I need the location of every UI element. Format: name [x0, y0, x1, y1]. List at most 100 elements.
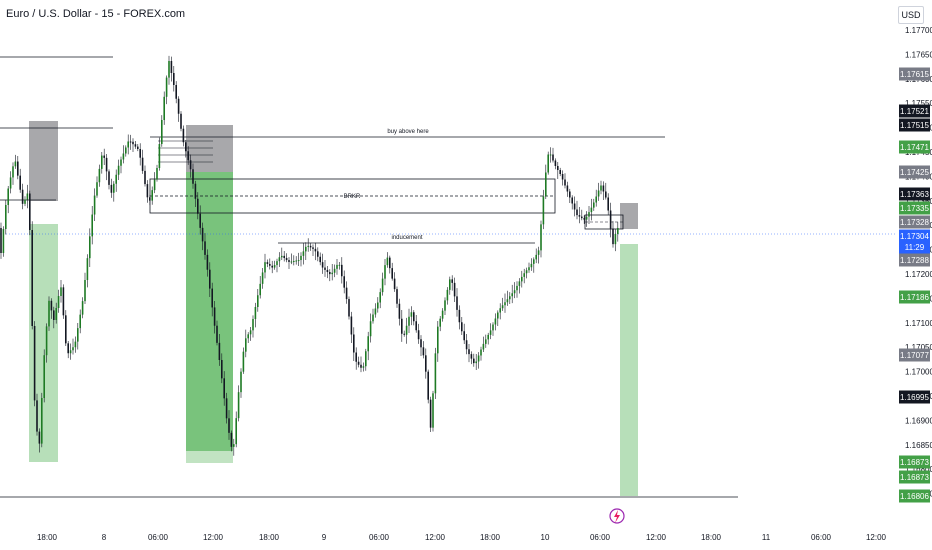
- candle-body: [549, 154, 552, 156]
- candle-body: [319, 256, 321, 263]
- candle-body: [209, 269, 211, 289]
- candle-body: [559, 170, 561, 174]
- price-label-badge: [899, 455, 930, 469]
- candle-body: [362, 366, 365, 368]
- y-tick-label: 1.17650: [905, 50, 932, 59]
- candle-body: [345, 287, 348, 300]
- lightning-icon[interactable]: [609, 508, 625, 524]
- candle-body: [545, 172, 547, 197]
- candle-body: [422, 347, 425, 356]
- candle-body: [547, 154, 549, 173]
- price-label: 1.17328: [900, 218, 929, 227]
- candle-body: [249, 330, 252, 335]
- candle-body: [552, 154, 554, 161]
- supply-zone[interactable]: [620, 203, 638, 229]
- y-tick-label: 1.16900: [905, 416, 932, 425]
- x-tick-label: 18:00: [701, 533, 722, 542]
- time-axis[interactable]: 18:00 8 06:00 12:00 18:00 9 06:00 12:00 18:00 10 0…: [37, 533, 887, 542]
- candle-body: [470, 354, 473, 359]
- candle-body: [29, 193, 31, 230]
- candle-body: [201, 227, 204, 242]
- candle-body: [281, 255, 283, 258]
- demand-zone[interactable]: [29, 224, 58, 462]
- demand-zone[interactable]: [186, 451, 233, 463]
- candle-body: [417, 330, 420, 340]
- candle-body: [233, 444, 235, 447]
- candle-body: [468, 349, 470, 355]
- candle-body: [139, 149, 141, 158]
- price-label: 1.17425: [900, 168, 929, 177]
- demand-zone[interactable]: [186, 172, 233, 451]
- price-label: 1.17077: [900, 351, 929, 360]
- candle-body: [569, 191, 571, 198]
- candle-body: [120, 159, 122, 166]
- candle-body: [329, 272, 331, 275]
- candle-body: [144, 170, 146, 185]
- candle-body: [7, 188, 9, 205]
- candle-body: [533, 259, 535, 264]
- candle-body: [593, 202, 595, 208]
- candle-body: [542, 196, 545, 225]
- candle-body: [242, 351, 245, 372]
- candle-body: [285, 257, 288, 261]
- candle-body: [261, 272, 264, 284]
- x-tick-label: 11: [762, 533, 771, 542]
- candle-body: [384, 265, 386, 279]
- price-label-badge: [899, 215, 930, 229]
- candle-body: [391, 268, 393, 279]
- candle-body: [127, 141, 129, 148]
- candle-body: [473, 358, 475, 364]
- candle-body: [614, 233, 617, 245]
- currency-selector[interactable]: USD: [898, 6, 924, 24]
- candle-body: [377, 302, 379, 309]
- candle-body: [269, 263, 271, 266]
- candle-body: [110, 184, 113, 193]
- candle-body: [173, 73, 175, 85]
- candle-body: [72, 347, 74, 351]
- candle-body: [521, 276, 523, 282]
- candle-body: [182, 128, 185, 143]
- x-tick-label: 8: [102, 533, 107, 542]
- price-label-badge: [899, 67, 930, 81]
- candle-body: [477, 355, 480, 362]
- candle-body: [62, 287, 65, 316]
- supply-zone[interactable]: [29, 121, 58, 201]
- candle-body: [540, 224, 542, 251]
- candle-body: [151, 190, 153, 201]
- supply-zone[interactable]: [186, 125, 233, 172]
- candle-body: [84, 280, 86, 302]
- price-labels: 1.17615 1.17521 1.17515 1.17471 1.17425 1.173…: [899, 67, 930, 503]
- candle-body: [254, 307, 257, 319]
- candle-body: [137, 146, 139, 149]
- candle-body: [69, 350, 72, 354]
- demand-zone[interactable]: [620, 244, 638, 496]
- price-label-badge: [899, 187, 930, 201]
- candle-body: [161, 120, 163, 144]
- candle-body: [365, 351, 367, 367]
- candle-body: [132, 141, 134, 145]
- candle-body: [293, 261, 295, 262]
- candle-body: [321, 262, 324, 268]
- candle-body: [19, 175, 21, 190]
- candle-body: [605, 191, 607, 198]
- candle-body: [278, 257, 281, 262]
- candle-body: [312, 247, 314, 249]
- candle-body: [113, 183, 115, 193]
- symbol-title[interactable]: Euro / U.S. Dollar - 15 - FOREX.com: [6, 8, 186, 20]
- candle-body: [482, 343, 485, 350]
- price-label: 1.16873: [900, 473, 929, 482]
- candle-body: [204, 241, 206, 255]
- candle-body: [600, 185, 602, 191]
- candle-body: [420, 339, 422, 348]
- candle-body: [55, 308, 57, 320]
- candle-body: [122, 153, 125, 160]
- candle-body: [163, 96, 165, 120]
- candle-body: [216, 325, 218, 343]
- y-tick-label: 1.16800: [905, 465, 932, 474]
- candle-body: [12, 166, 14, 178]
- candle-body: [180, 113, 182, 129]
- candle-body: [317, 251, 319, 257]
- price-label-badge: [899, 489, 930, 503]
- candle-body: [369, 321, 372, 337]
